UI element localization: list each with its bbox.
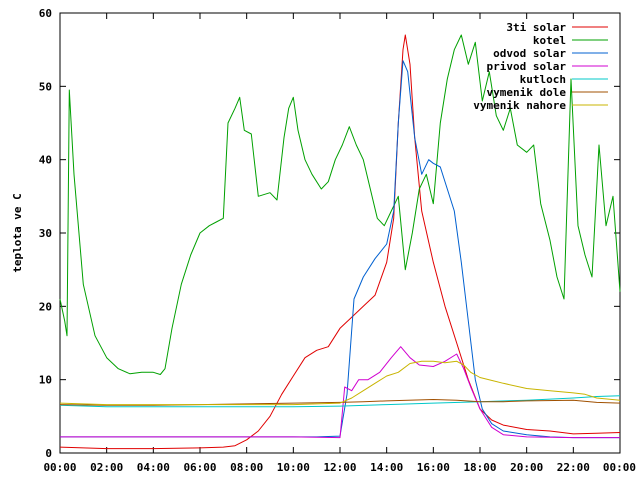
legend-label: privod solar — [487, 60, 567, 73]
x-tick-label: 14:00 — [370, 461, 403, 474]
series-line-2 — [60, 60, 620, 439]
series-line-6 — [59, 360, 621, 406]
x-tick-label: 08:00 — [230, 461, 263, 474]
y-tick-label: 50 — [39, 80, 52, 93]
x-tick-label: 18:00 — [463, 461, 496, 474]
legend-label: vymenik nahore — [473, 99, 566, 112]
y-tick-label: 0 — [45, 447, 52, 460]
x-tick-label: 00:00 — [603, 461, 636, 474]
y-tick-label: 30 — [39, 227, 52, 240]
y-tick-label: 60 — [39, 7, 52, 20]
x-tick-label: 10:00 — [277, 461, 310, 474]
x-tick-label: 16:00 — [417, 461, 450, 474]
x-tick-label: 04:00 — [137, 461, 170, 474]
series-line-3 — [60, 346, 620, 439]
x-tick-label: 02:00 — [90, 461, 123, 474]
x-tick-label: 12:00 — [323, 461, 356, 474]
x-tick-label: 00:00 — [43, 461, 76, 474]
legend-label: vymenik dole — [487, 86, 567, 99]
series-line-4 — [59, 395, 621, 408]
legend-label: odvod solar — [493, 47, 566, 60]
x-tick-label: 20:00 — [510, 461, 543, 474]
legend-label: 3ti solar — [506, 21, 566, 34]
y-axis-label: teplota ve C — [11, 193, 24, 272]
y-tick-label: 20 — [39, 300, 52, 313]
x-tick-label: 06:00 — [183, 461, 216, 474]
axis-ticks: 0 10 20 30 40 50 60 00:00 02:00 04:00 06:00 08:00 10… — [39, 7, 636, 474]
legend-label: kotel — [533, 34, 566, 47]
series-lines — [59, 34, 621, 450]
y-tick-label: 40 — [39, 154, 52, 167]
x-tick-label: 22:00 — [557, 461, 590, 474]
legend-label: kutloch — [520, 73, 566, 86]
series-line-1 — [59, 34, 621, 375]
y-tick-label: 10 — [39, 374, 52, 387]
series-line-0 — [59, 34, 621, 450]
